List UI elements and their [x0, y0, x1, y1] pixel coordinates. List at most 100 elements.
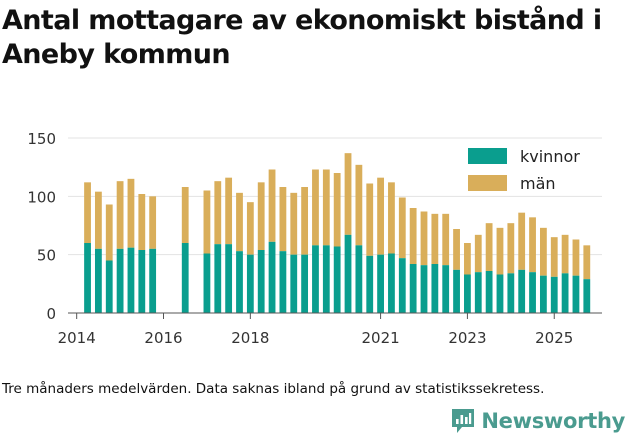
bar-kvinnor [246, 254, 254, 313]
chart-title: Antal mottagare av ekonomiskt bistånd i … [2, 5, 602, 70]
bar-kvinnor [507, 273, 515, 313]
bar-man [84, 182, 91, 243]
legend-label: män [520, 174, 556, 193]
footnote: Tre månaders medelvärden. Data saknas ib… [2, 381, 545, 397]
bar-kvinnor [236, 251, 243, 313]
bar-kvinnor [561, 273, 569, 313]
bar-kvinnor [94, 248, 102, 313]
bar-man [268, 169, 276, 242]
bar-man [485, 223, 493, 271]
bar-kvinnor [518, 269, 526, 313]
bar-man [398, 197, 406, 259]
x-tick-label: 2014 [58, 329, 96, 347]
bar-man [366, 183, 374, 256]
legend-swatch-kvinnor [468, 148, 507, 164]
bar-man [246, 202, 254, 255]
bar-kvinnor [322, 245, 330, 313]
bar-man [116, 181, 124, 249]
x-tick-label: 2016 [144, 329, 182, 347]
bar-kvinnor [572, 275, 580, 313]
bar-kvinnor [279, 251, 287, 313]
bar-kvinnor [583, 279, 591, 313]
bar-man [105, 204, 113, 261]
bar-kvinnor [550, 276, 558, 313]
bar-kvinnor [214, 244, 222, 313]
bar-kvinnor [496, 274, 504, 313]
bar-man [518, 212, 526, 270]
bar-kvinnor [290, 254, 298, 313]
bar-man [377, 177, 384, 255]
bar-man [420, 211, 428, 266]
bar-kvinnor [127, 247, 135, 313]
bar-kvinnor [485, 271, 493, 313]
y-tick-label: 100 [27, 188, 56, 206]
bar-man [127, 178, 135, 248]
bar-man [333, 173, 341, 247]
newsworthy-logo-icon [452, 409, 475, 433]
bar-kvinnor [464, 274, 471, 313]
bar-kvinnor [431, 264, 439, 313]
bar-kvinnor [116, 248, 124, 313]
x-tick-label: 2025 [535, 329, 573, 347]
bar-man [94, 191, 102, 249]
bar-kvinnor [333, 246, 341, 313]
bar-man [225, 177, 233, 245]
brand-logo[interactable]: Newsworthy [451, 406, 625, 436]
bar-man [181, 187, 189, 243]
bar-man [214, 181, 222, 245]
bar-kvinnor [442, 265, 450, 313]
bar-man [453, 229, 460, 270]
bar-kvinnor [149, 248, 157, 313]
bar-man [290, 192, 298, 255]
bar-kvinnor [257, 250, 265, 313]
chart-area: 0 50 100 150 2014 2016 2018 2021 2023 2025 kvinno… [27, 130, 602, 347]
bar-kvinnor [366, 255, 374, 313]
bar-kvinnor [474, 272, 482, 313]
bar-man [301, 187, 309, 255]
bar-man [203, 190, 211, 254]
bar-man [529, 217, 536, 273]
y-tick-label: 50 [37, 247, 56, 265]
axes: 0 50 100 150 2014 2016 2018 2021 2023 2025 [27, 130, 602, 347]
bar-kvinnor [453, 269, 460, 313]
bar-man [344, 153, 352, 235]
bar-kvinnor [225, 244, 233, 313]
bar-kvinnor [203, 253, 211, 313]
bar-man [561, 234, 569, 274]
bar-kvinnor [420, 265, 428, 313]
bar-man [355, 164, 363, 246]
bar-kvinnor [268, 241, 276, 313]
bar-man [572, 239, 580, 276]
bar-man [322, 169, 330, 246]
bar-kvinnor [377, 254, 384, 313]
bar-kvinnor [84, 243, 91, 313]
bar-man [474, 234, 482, 273]
bar-man [464, 243, 471, 275]
bar-man [539, 227, 547, 276]
legend: kvinnor män [468, 147, 580, 193]
bar-kvinnor [344, 234, 352, 313]
bar-man [257, 182, 265, 250]
bar-man [409, 208, 417, 264]
x-tick-label: 2021 [361, 329, 399, 347]
bar-kvinnor [355, 245, 363, 313]
bar-kvinnor [138, 250, 146, 313]
bar-kvinnor [181, 243, 189, 313]
x-tick-label: 2018 [231, 329, 269, 347]
y-tick-label: 0 [46, 305, 56, 323]
bar-kvinnor [398, 258, 406, 313]
bar-kvinnor [105, 260, 113, 313]
brand-name: Newsworthy [481, 409, 625, 433]
bar-kvinnor [539, 275, 547, 313]
bars [84, 153, 591, 313]
bar-kvinnor [301, 254, 309, 313]
bar-man [279, 187, 287, 252]
bar-man [507, 223, 515, 274]
legend-swatch-män [468, 175, 507, 191]
bar-man [236, 192, 243, 252]
x-tick-label: 2023 [448, 329, 486, 347]
bar-kvinnor [529, 272, 536, 313]
bar-man [388, 182, 395, 254]
y-tick-label: 150 [27, 130, 56, 148]
bar-man [583, 245, 591, 280]
